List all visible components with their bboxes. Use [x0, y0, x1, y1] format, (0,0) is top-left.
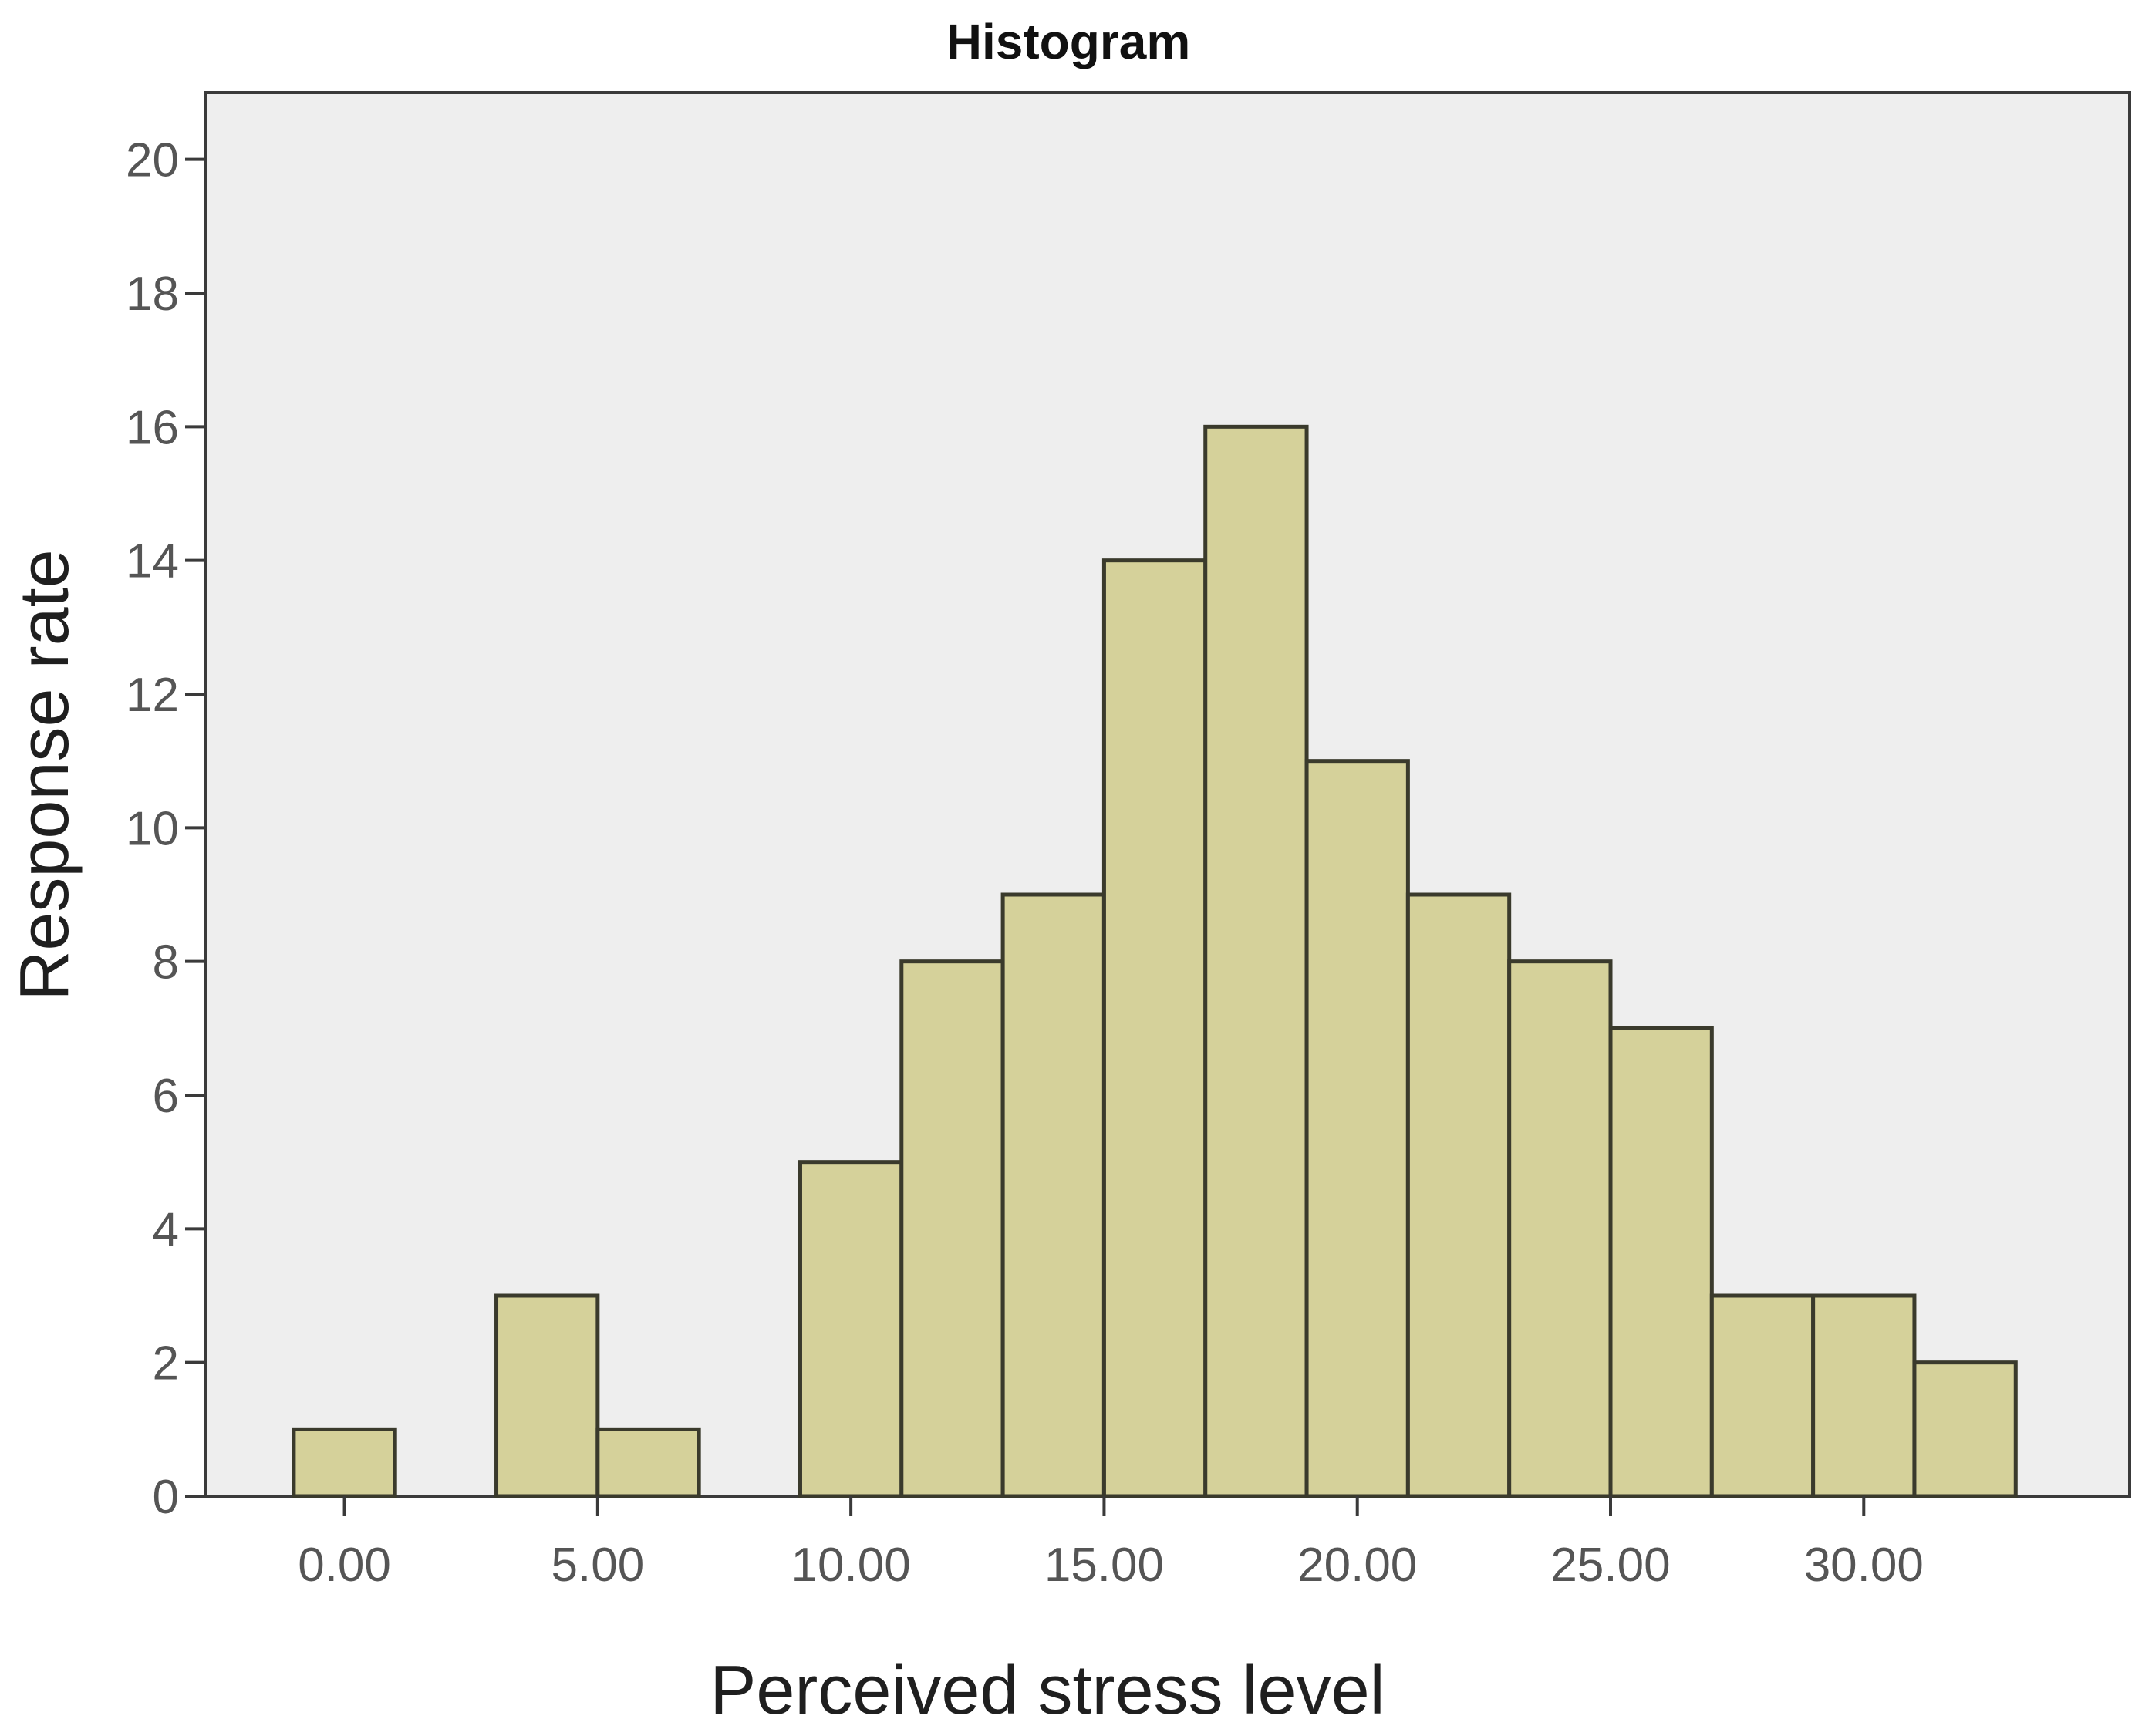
x-tick-label: 25.00 — [1550, 1539, 1670, 1592]
histogram-bar — [1000, 892, 1106, 1498]
x-tick-label: 5.00 — [551, 1539, 645, 1592]
x-axis: 0.00 5.00 10.00 15.00 20.00 25.00 30.00 — [298, 1496, 1924, 1592]
histogram-bar — [1608, 1026, 1714, 1498]
histogram-bar — [1507, 959, 1613, 1498]
histogram-bar — [1304, 759, 1410, 1498]
histogram-bar — [1709, 1293, 1816, 1498]
histogram-bar — [1405, 892, 1512, 1498]
x-tick-label: 20.00 — [1297, 1539, 1417, 1592]
y-tick-label: 12 — [126, 669, 179, 722]
bars-group — [292, 424, 2018, 1498]
x-tick-label: 10.00 — [791, 1539, 911, 1592]
histogram-bar — [1203, 424, 1309, 1498]
histogram-bar — [798, 1160, 904, 1498]
y-tick-label: 0 — [153, 1471, 179, 1524]
histogram-bar — [494, 1293, 600, 1498]
y-tick-label: 16 — [126, 401, 179, 454]
x-tick-label: 30.00 — [1804, 1539, 1924, 1592]
y-axis: 0 2 4 6 8 10 12 14 16 18 20 — [126, 134, 205, 1524]
y-tick-label: 10 — [126, 802, 179, 855]
histogram-bar — [595, 1427, 701, 1498]
chart-title: Histogram — [946, 14, 1191, 69]
x-tick-label: 15.00 — [1044, 1539, 1164, 1592]
histogram-bar — [1101, 558, 1208, 1498]
y-axis-title: Response rate — [6, 549, 83, 1000]
y-tick-label: 20 — [126, 134, 179, 187]
histogram-bar — [1912, 1360, 2018, 1498]
y-tick-label: 6 — [153, 1070, 179, 1123]
histogram-bar — [292, 1427, 397, 1498]
y-tick-label: 18 — [126, 268, 179, 321]
y-tick-label: 2 — [153, 1337, 179, 1390]
y-tick-label: 4 — [153, 1203, 179, 1256]
y-tick-label: 8 — [153, 936, 179, 989]
y-tick-label: 14 — [126, 535, 179, 588]
x-axis-title: Perceived stress level — [710, 1652, 1385, 1729]
x-tick-label: 0.00 — [298, 1539, 391, 1592]
histogram-bar — [1811, 1293, 1917, 1498]
histogram-bar — [899, 959, 1005, 1498]
